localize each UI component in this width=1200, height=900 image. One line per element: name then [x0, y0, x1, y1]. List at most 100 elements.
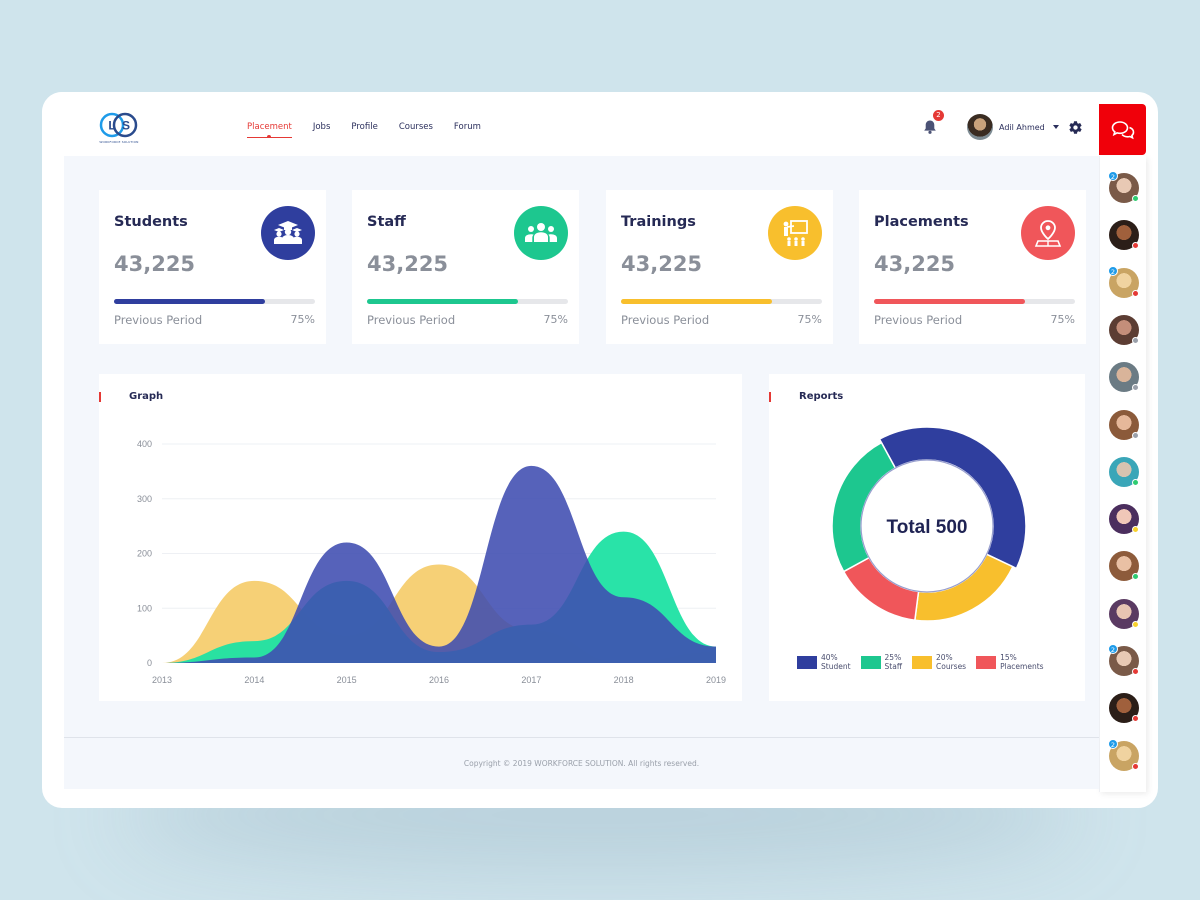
donut-center-label: Total 500 [887, 517, 968, 538]
status-dot [1132, 715, 1139, 723]
donut-slice-courses[interactable] [914, 553, 1014, 622]
message-count-badge: 2 [1108, 265, 1118, 276]
app-window: L S WORKFORCE SOLUTION Placement Jobs Pr… [42, 92, 1158, 808]
contact-item[interactable] [1109, 551, 1139, 582]
progress-fill [621, 299, 772, 304]
logo-text: WORKFORCE SOLUTION [99, 140, 139, 144]
legend-name: Student [821, 661, 851, 671]
message-count-badge: 2 [1108, 738, 1118, 749]
card-title: Students [114, 214, 188, 230]
panel-marker [769, 392, 771, 402]
status-dot [1132, 573, 1139, 581]
legend-name: Staff [884, 661, 902, 671]
user-menu[interactable]: Adil Ahmed [967, 114, 1059, 140]
legend-name: Placements [1000, 661, 1044, 671]
card-title: Trainings [621, 214, 696, 230]
chevron-down-icon [1052, 125, 1059, 129]
graduates-icon [261, 206, 315, 260]
contact-item[interactable] [1109, 362, 1139, 393]
contact-item[interactable]: 2 [1108, 644, 1139, 676]
nav-item-courses[interactable]: Courses [398, 122, 433, 132]
donut-chart[interactable]: Total 500 [769, 374, 1085, 701]
contact-item[interactable] [1109, 314, 1139, 345]
card-footer-percent: 75% [1050, 313, 1075, 326]
status-dot [1132, 762, 1139, 770]
legend-percent: 15% [1000, 653, 1017, 662]
status-dot [1132, 336, 1139, 344]
chat-button[interactable] [1099, 104, 1146, 155]
legend-label: 15% Placements [1000, 653, 1044, 671]
graph-panel: Graph 0 100 200 300 400 2013 2014 2015 2016 2017 2… [99, 374, 742, 701]
presentation-icon [768, 206, 822, 260]
area-series-3[interactable] [162, 465, 716, 663]
status-dot [1132, 620, 1139, 628]
avatar [967, 114, 993, 140]
contact-item[interactable]: 2 [1108, 738, 1139, 771]
card-value: 43,225 [621, 252, 703, 276]
x-tick-label: 2014 [244, 675, 264, 685]
card-title: Placements [874, 214, 969, 230]
contact-item[interactable] [1109, 504, 1139, 535]
bell-icon[interactable] [922, 119, 938, 135]
donut-slice-student[interactable] [878, 426, 1027, 570]
card-value: 43,225 [114, 252, 196, 276]
stat-card-students[interactable]: Students 43,225 [99, 190, 326, 344]
nav-item-placement[interactable]: Placement [247, 122, 292, 138]
stat-card-placements[interactable]: Placements 43,225 Previous Period 75% [859, 190, 1086, 344]
contact-item[interactable] [1109, 409, 1139, 440]
legend-swatch [860, 656, 881, 669]
svg-text:L: L [108, 119, 115, 133]
progress-track [367, 299, 568, 304]
legend-item-student: 40% Student [797, 653, 851, 671]
contact-item[interactable] [1109, 456, 1139, 487]
area-chart[interactable]: 0 100 200 300 400 2013 2014 2015 2016 2017 2018 201… [99, 374, 742, 701]
card-value: 43,225 [874, 252, 956, 276]
status-dot [1132, 289, 1139, 297]
notification-badge: 2 [933, 110, 944, 121]
progress-fill [114, 299, 265, 304]
legend-label: 40% Student [821, 653, 851, 671]
y-tick-label: 100 [137, 603, 152, 613]
copyright-text: Copyright © 2019 WORKFORCE SOLUTION. All… [463, 759, 700, 768]
donut-legend: 40% Student 25% Staff 20% Courses 15% Placement… [797, 653, 1044, 671]
gear-icon[interactable] [1068, 120, 1083, 135]
contacts-sidebar: 2 2 2 2 [1099, 156, 1146, 792]
stat-card-staff[interactable]: Staff 43,225 Previous Period [352, 190, 579, 344]
progress-track [874, 299, 1075, 304]
legend-swatch [797, 656, 817, 669]
card-footer-percent: 75% [543, 313, 568, 326]
nav-item-forum[interactable]: Forum [453, 122, 481, 132]
card-footer-label: Previous Period [874, 313, 963, 327]
x-tick-label: 2017 [521, 675, 541, 685]
y-tick-label: 0 [147, 658, 152, 668]
contact-item[interactable]: 2 [1108, 171, 1139, 203]
legend-swatch [912, 656, 932, 669]
panel-title: Graph [129, 391, 164, 402]
legend-percent: 25% [884, 653, 902, 662]
x-tick-label: 2013 [152, 675, 172, 685]
contact-item[interactable] [1109, 693, 1139, 724]
panel-title: Reports [799, 391, 844, 402]
legend-item-staff: 25% Staff [860, 653, 902, 671]
user-name: Adil Ahmed [999, 122, 1045, 132]
contact-item[interactable]: 2 [1108, 265, 1139, 298]
brand-logo[interactable]: L S WORKFORCE SOLUTION [98, 112, 140, 144]
y-tick-label: 200 [137, 549, 152, 559]
footer-divider [64, 737, 1099, 738]
group-icon [514, 206, 568, 260]
message-count-badge: 2 [1108, 644, 1118, 654]
nav-item-profile[interactable]: Profile [351, 122, 378, 132]
contact-item[interactable] [1109, 220, 1139, 251]
stat-card-trainings[interactable]: Trainings 43,225 [606, 190, 833, 344]
card-footer-label: Previous Period [621, 313, 710, 327]
contact-item[interactable] [1109, 598, 1139, 629]
message-count-badge: 2 [1108, 171, 1118, 181]
x-tick-label: 2018 [614, 675, 634, 685]
x-tick-label: 2019 [706, 675, 726, 685]
nav-item-jobs[interactable]: Jobs [312, 122, 331, 132]
legend-name: Courses [936, 661, 967, 671]
x-tick-label: 2015 [337, 675, 357, 685]
card-footer-percent: 75% [290, 313, 315, 326]
x-tick-label: 2016 [429, 675, 449, 685]
top-header: L S WORKFORCE SOLUTION Placement Jobs Pr… [42, 92, 1099, 156]
